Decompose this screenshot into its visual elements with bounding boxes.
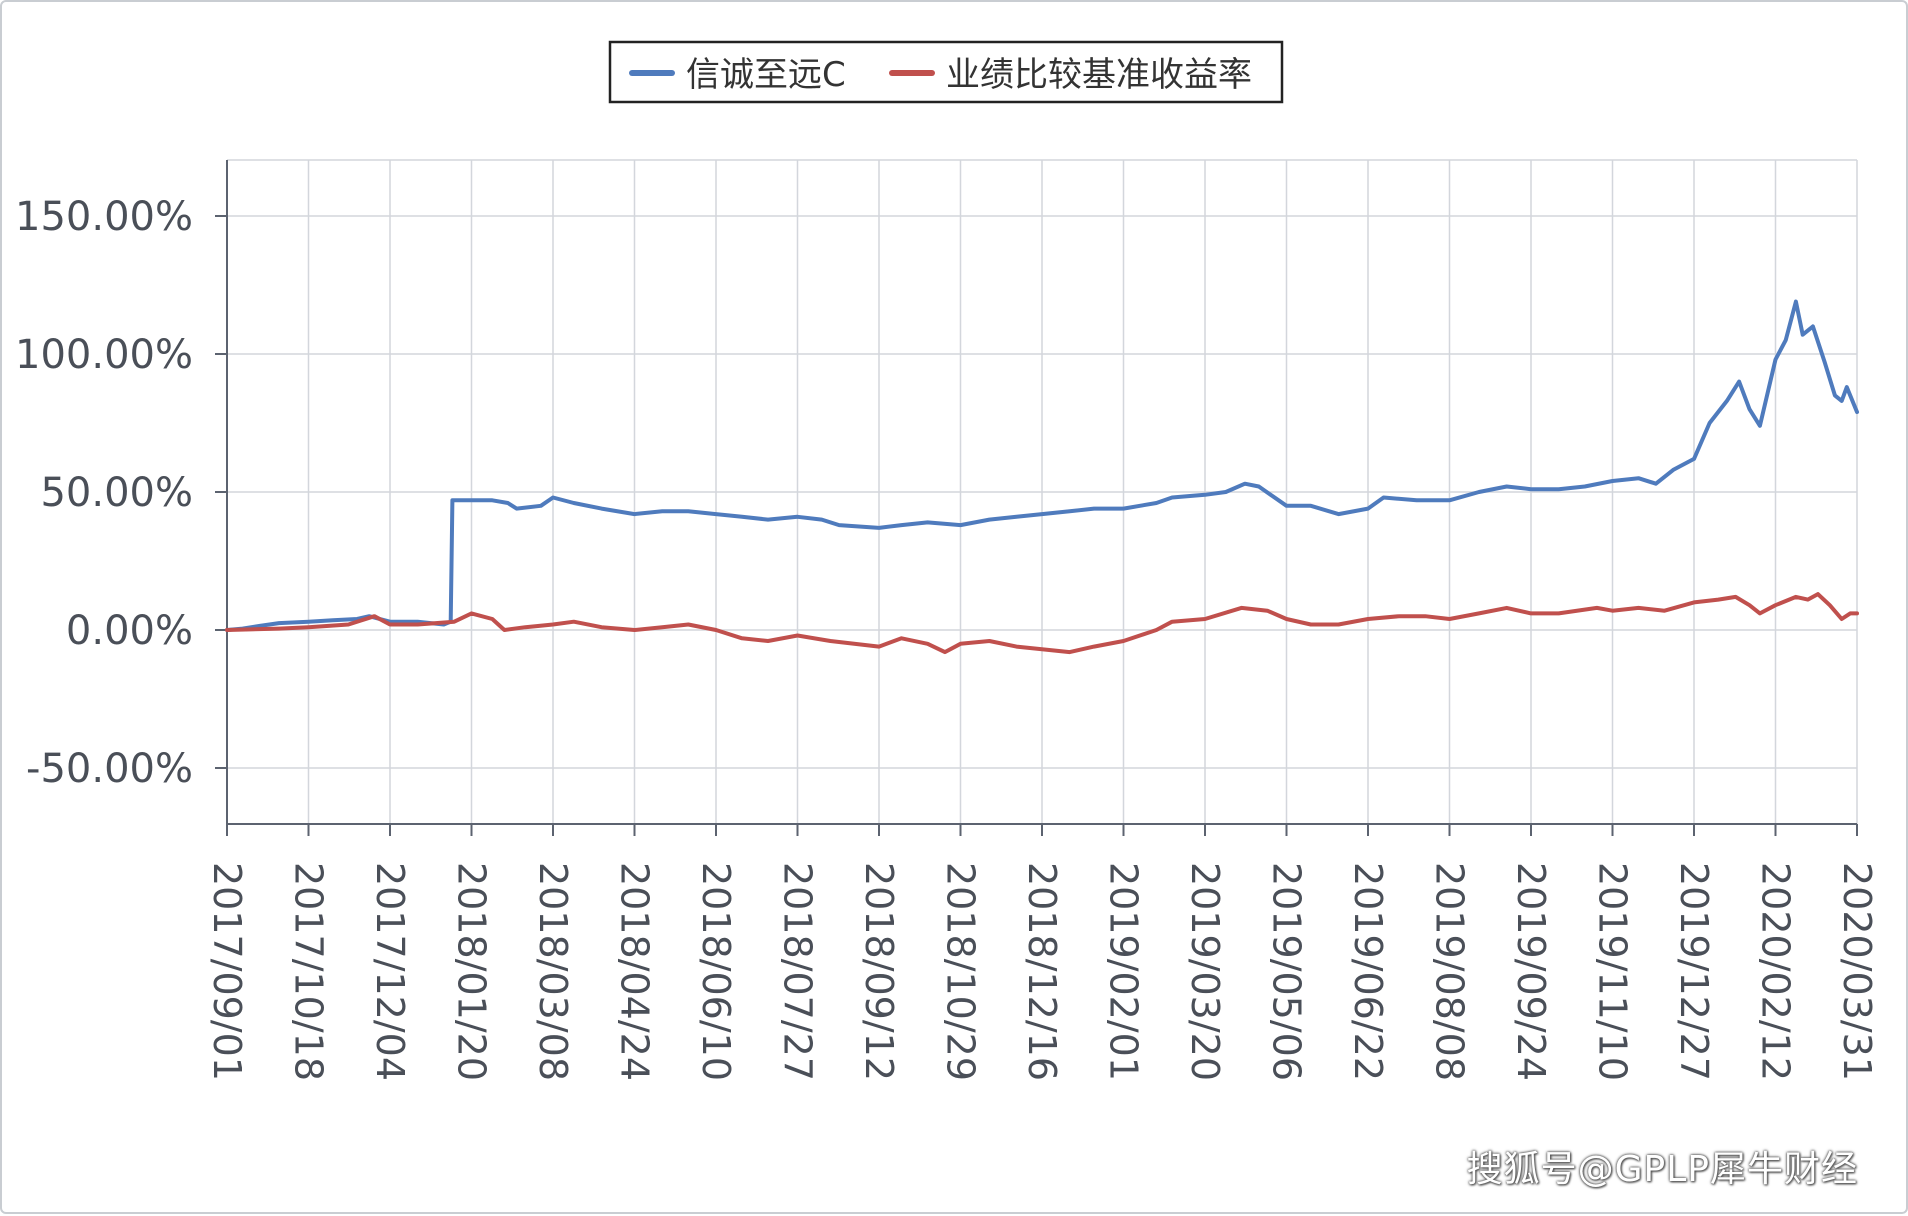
x-tick-label: 2019/08/08 [1428, 862, 1472, 1081]
x-tick-label: 2018/03/08 [531, 862, 575, 1081]
legend-label: 业绩比较基准收益率 [946, 55, 1252, 95]
x-tick-label: 2018/10/29 [939, 862, 983, 1081]
x-tick-label: 2019/02/01 [1102, 862, 1146, 1081]
y-tick-label: 0.00% [66, 608, 193, 654]
x-tick-label: 2018/06/10 [694, 862, 738, 1081]
series-line-1 [225, 299, 1859, 632]
y-tick-label: 100.00% [15, 332, 193, 378]
x-tick-label: 2019/11/10 [1591, 862, 1635, 1081]
x-tick-label: 2018/12/16 [1020, 862, 1064, 1081]
series-lines [225, 299, 1859, 655]
x-tick-label: 2019/05/06 [1265, 862, 1309, 1081]
y-axis-ticks: -50.00% 0.00% 50.00% 100.00% 150.00% [15, 194, 227, 792]
y-tick-label: -50.00% [26, 746, 193, 792]
x-tick-label: 2020/03/31 [1835, 862, 1879, 1081]
x-tick-label: 2019/09/24 [1509, 862, 1553, 1081]
x-tick-label: 2019/03/20 [1183, 862, 1227, 1081]
x-tick-label: 2019/06/22 [1346, 862, 1390, 1081]
y-tick-label: 150.00% [15, 194, 193, 240]
x-tick-label: 2020/02/12 [1754, 862, 1798, 1081]
legend-box [608, 40, 1284, 104]
x-tick-label: 2018/07/27 [776, 862, 820, 1081]
y-tick-label: 50.00% [40, 470, 193, 516]
legend: 信诚至远C 业绩比较基准收益率 [608, 40, 1284, 104]
x-axis-ticks: 2017/09/01 2017/10/18 2017/12/04 2018/01/20… [205, 824, 1879, 1081]
x-tick-label: 2018/09/12 [857, 862, 901, 1081]
legend-label: 信诚至远C [686, 55, 846, 95]
series-line-2 [225, 592, 1859, 655]
watermark-text: 搜狐号@GPLP犀牛财经 [1466, 1149, 1858, 1190]
x-tick-label: 2017/10/18 [287, 862, 331, 1081]
x-tick-label: 2018/01/20 [450, 862, 494, 1081]
x-tick-label: 2017/09/01 [205, 862, 249, 1081]
x-tick-label: 2017/12/04 [368, 862, 412, 1081]
x-tick-label: 2018/04/24 [613, 862, 657, 1081]
x-tick-label: 2019/12/27 [1672, 862, 1716, 1081]
horizontal-gridlines [227, 159, 1857, 769]
